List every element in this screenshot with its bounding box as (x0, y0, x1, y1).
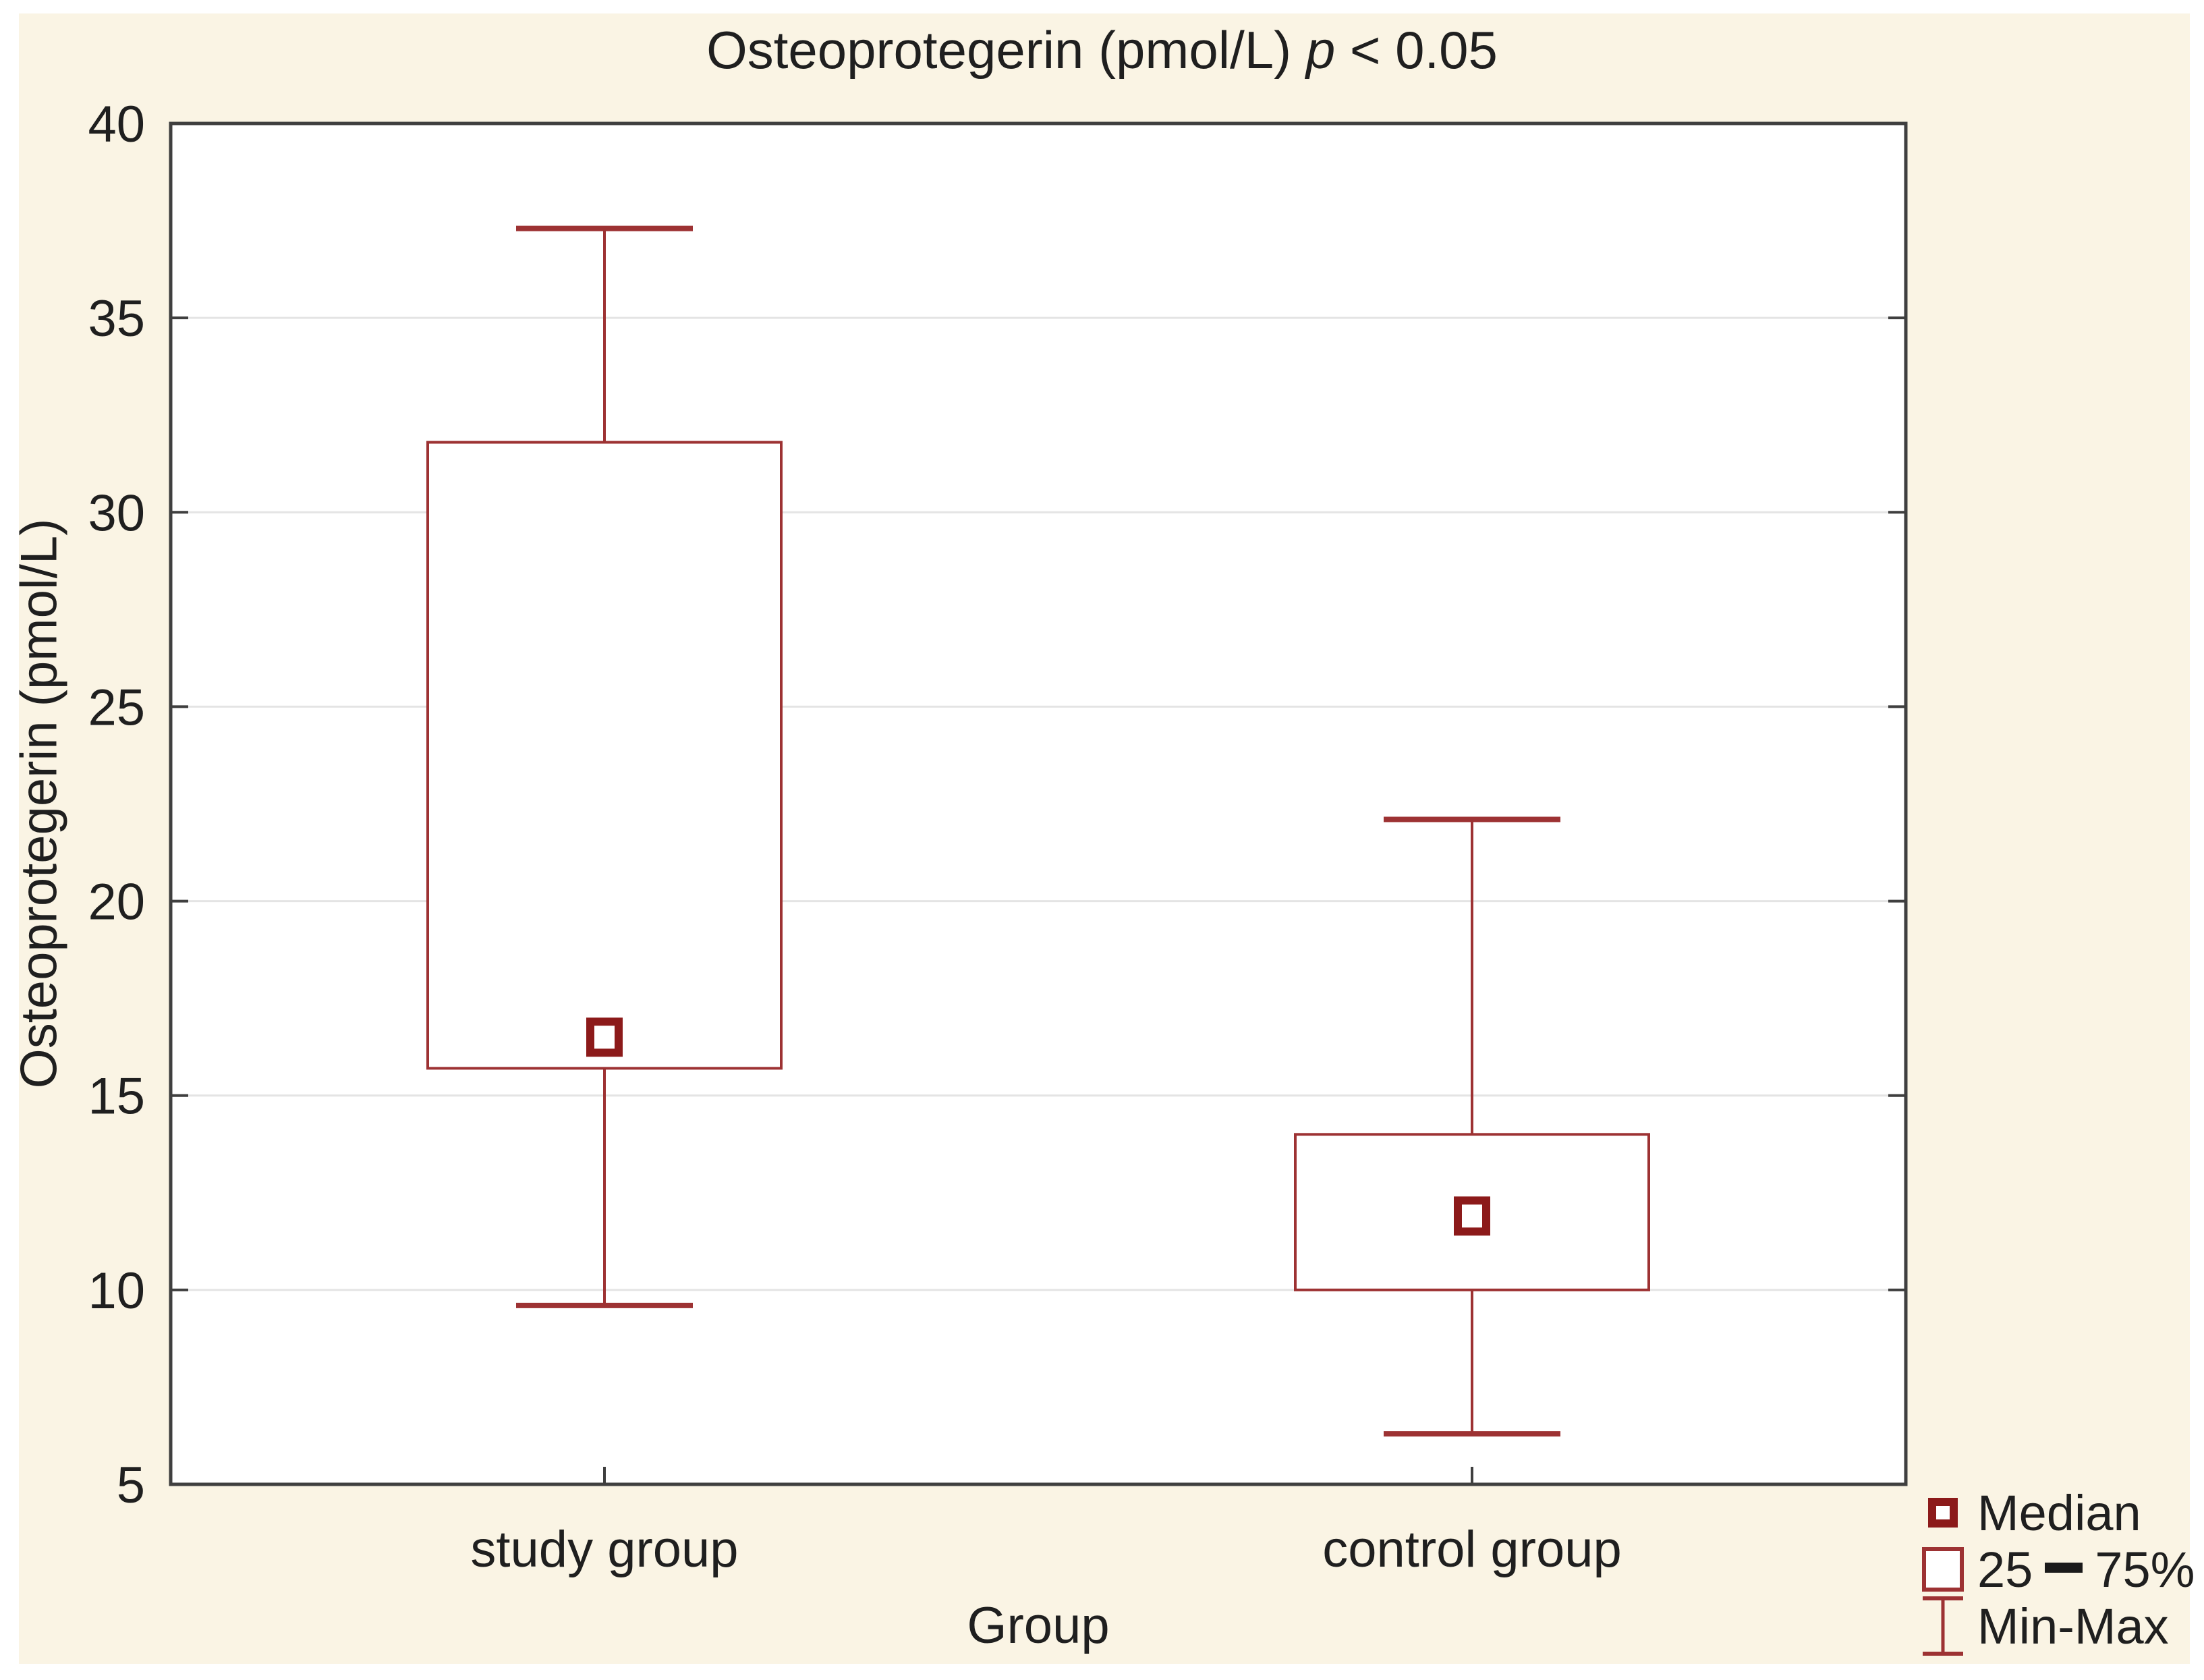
median-marker-0 (586, 1017, 623, 1057)
legend-label-median: Median (1977, 1484, 2141, 1541)
range-dash-icon (2045, 1563, 2083, 1573)
legend-item-minmax: Min-Max (1919, 1595, 2195, 1657)
legend-icon-cell (1919, 1498, 1967, 1528)
legend-icon-cell (1919, 1547, 1967, 1592)
legend-item-iqr: 25 75% (1919, 1541, 2195, 1598)
x-category-label-1: control group (1322, 1521, 1622, 1578)
median-marker-1 (1454, 1196, 1490, 1236)
legend-label-minmax: Min-Max (1977, 1598, 2169, 1654)
minmax-whisker-icon (1923, 1596, 1963, 1656)
y-tick-label-25: 25 (88, 679, 145, 736)
chart-title-pvalue: < 0.05 (1335, 20, 1498, 80)
legend-icon-cell (1919, 1595, 1967, 1657)
chart-title: Osteoprotegerin (pmol/L) p < 0.05 (0, 20, 2204, 81)
plot-frame (169, 121, 1908, 1486)
chart-title-text: Osteoprotegerin (pmol/L) (706, 20, 1306, 80)
y-tick-label-35: 35 (88, 290, 145, 347)
y-tick-label-30: 30 (88, 484, 145, 542)
y-tick-label-40: 40 (88, 96, 145, 153)
median-marker-icon (1928, 1498, 1958, 1528)
iqr-box-icon (1922, 1547, 1964, 1592)
y-tick-label-10: 10 (88, 1262, 145, 1320)
legend-label-iqr-right: 75% (2095, 1541, 2195, 1598)
y-tick-label-15: 15 (88, 1068, 145, 1125)
iqr-box-0 (426, 441, 783, 1070)
legend-item-median: Median (1919, 1484, 2195, 1541)
legend: Median 25 75% Min-Max (1919, 1484, 2195, 1657)
y-tick-label-5: 5 (117, 1457, 145, 1514)
x-axis-title: Group (967, 1597, 1110, 1654)
legend-label-iqr-left: 25 (1977, 1541, 2033, 1598)
legend-label-iqr: 25 75% (1967, 1541, 2195, 1598)
y-tick-label-20: 20 (88, 874, 145, 931)
x-category-label-0: study group (470, 1521, 738, 1578)
chart-title-pvalue-symbol: p (1305, 20, 1336, 80)
